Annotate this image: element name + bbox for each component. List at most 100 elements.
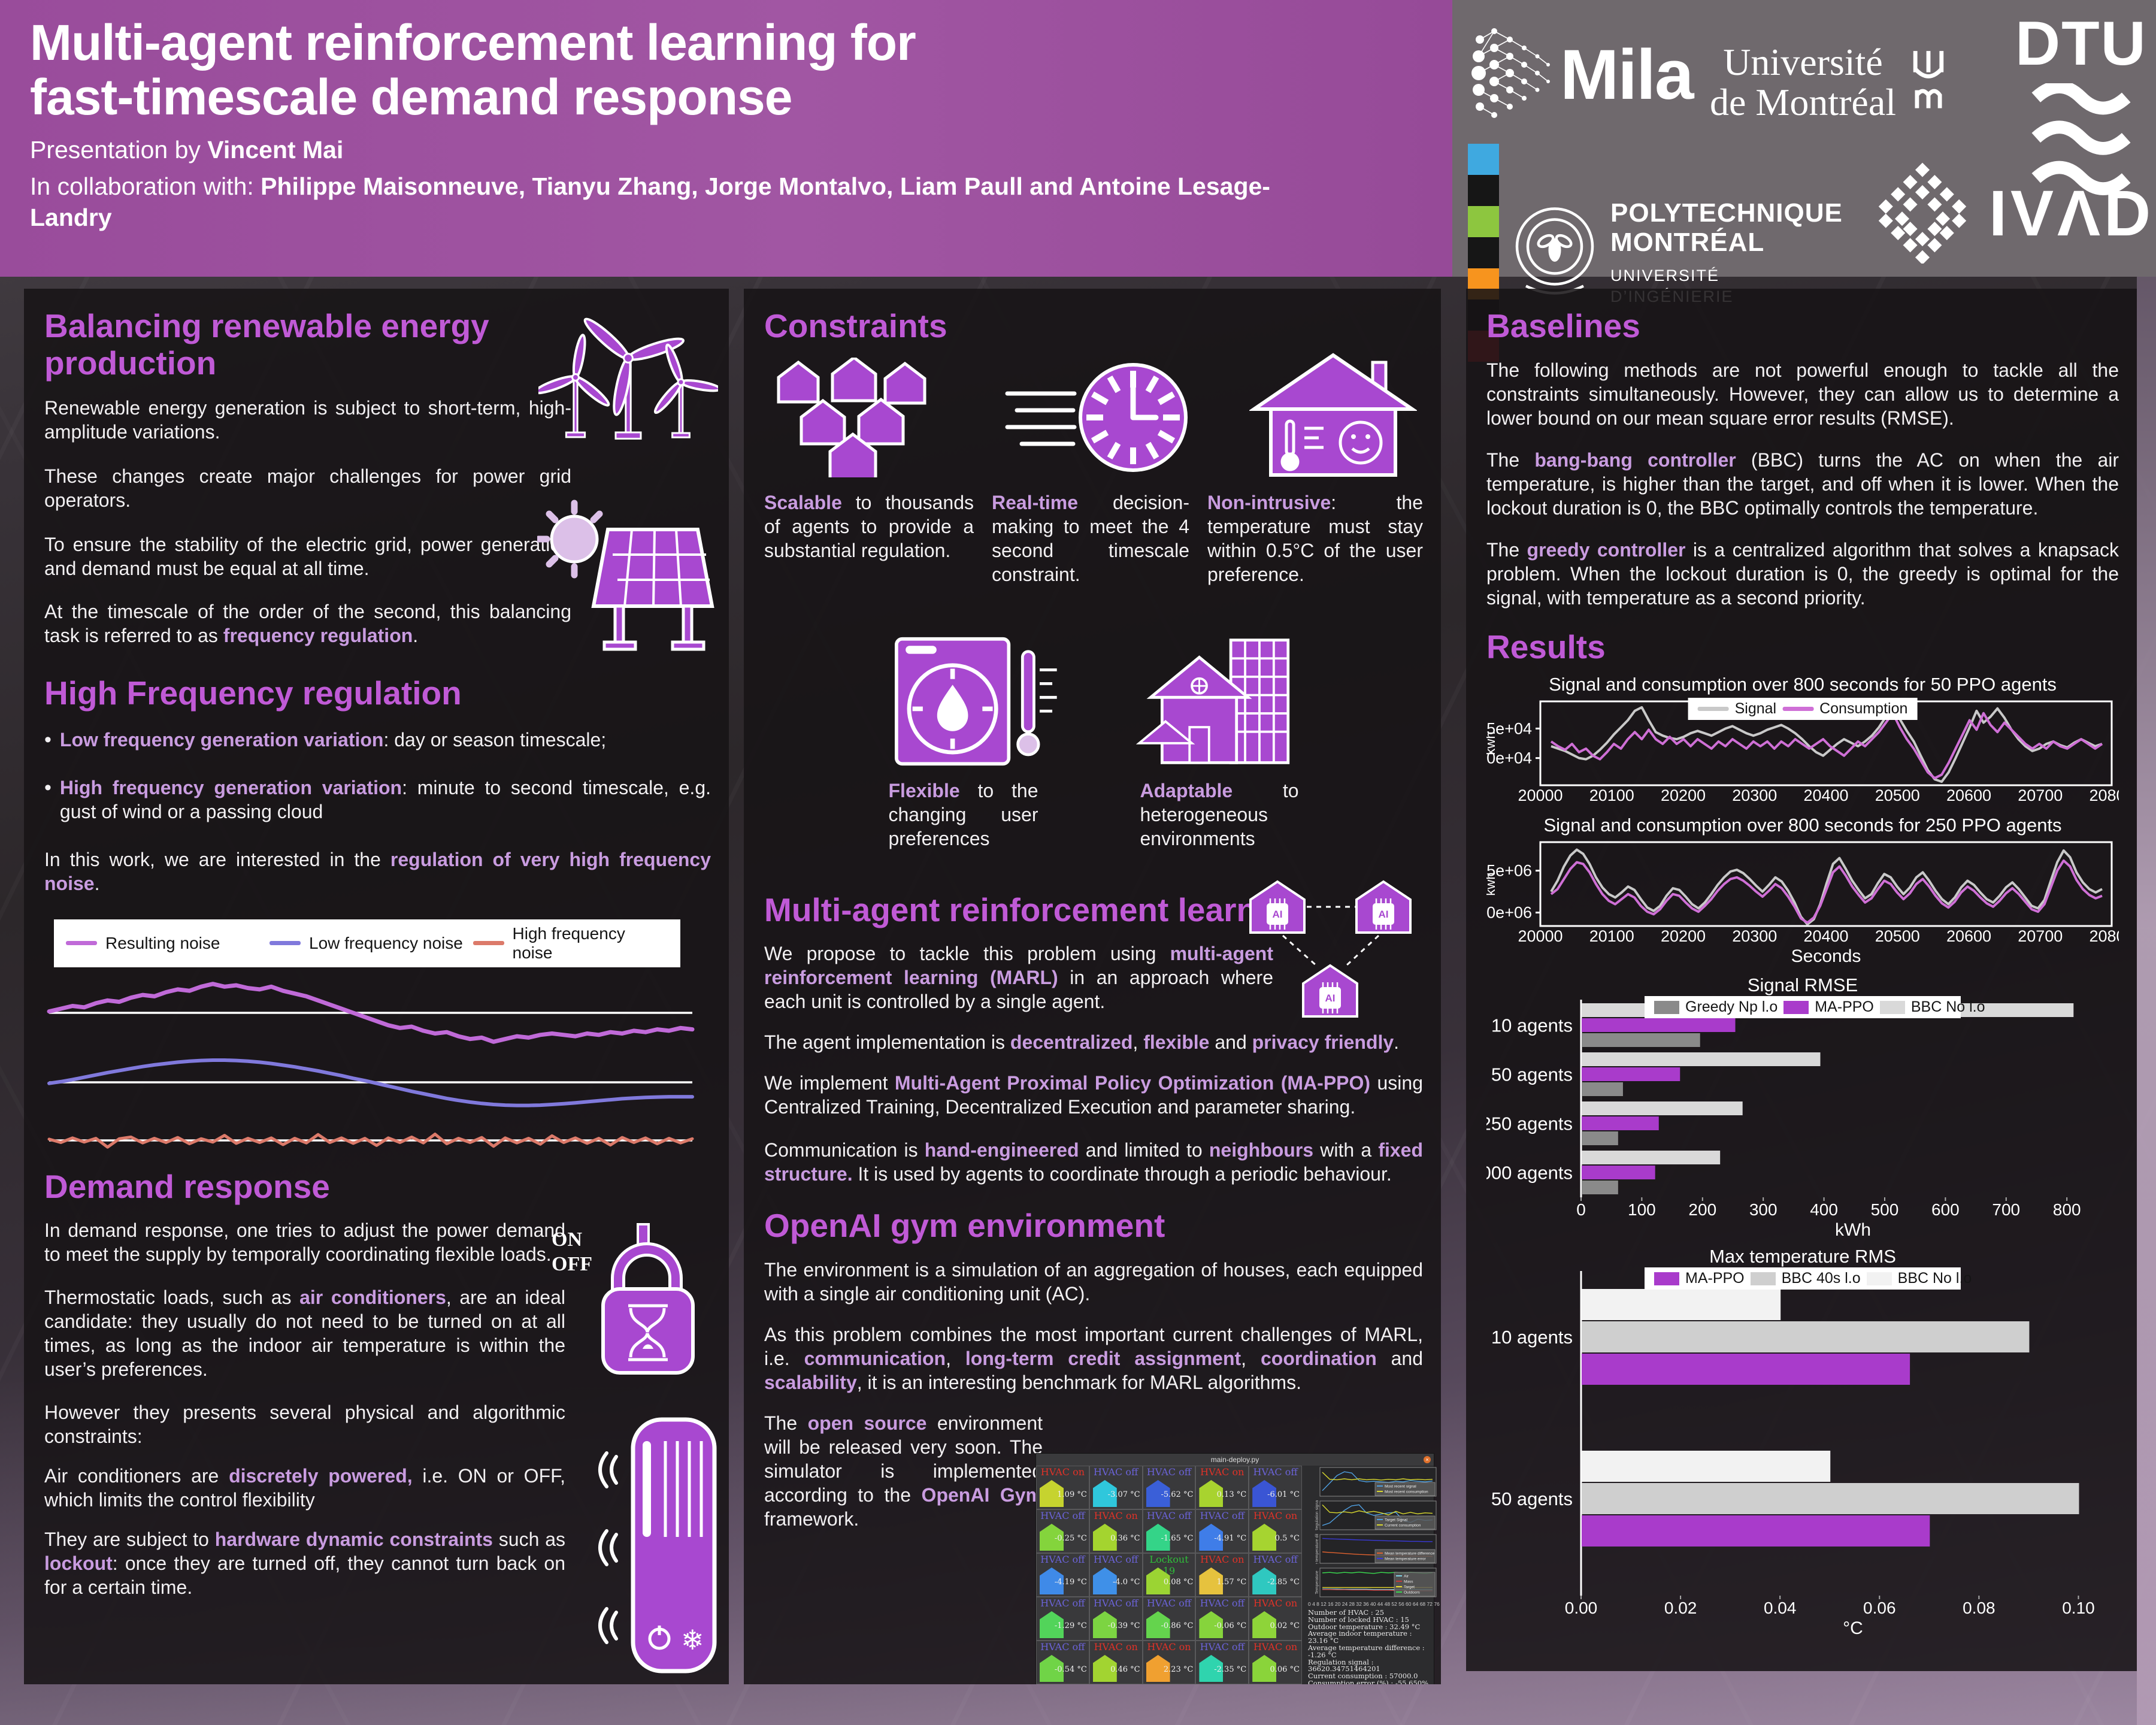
gym-house-cell: HVAC off -2.35 °C [1195,1641,1249,1684]
gym-house-cell: HVAC off -5.62 °C [1142,1466,1196,1509]
hvac-status: HVAC off [1040,1641,1085,1653]
house-temperature: 0.13 °C [1216,1490,1247,1499]
house-temperature: -0.54 °C [1054,1665,1087,1674]
maxtemp-svg: 10 agents 50 agents 0.00 0.02 0.04 0.06 0.08 0.… [1491,1271,2095,1638]
gym-window-close-button[interactable]: × [1424,1456,1431,1463]
Low frequency noise-swatch [270,941,301,946]
svg-text:20700: 20700 [2018,927,2063,945]
noise-chart-legend: Resulting noise Low frequency noise High f… [54,919,680,967]
collaborators-line: In collaboration with: Philippe Maisonne… [30,172,1270,231]
legend-label: Resulting noise [105,933,220,952]
hvac-status: HVAC off [1040,1597,1085,1609]
hvac-status: HVAC on [1094,1510,1138,1521]
legend-item: MA-PPO [1654,1270,1745,1287]
legend-item: Low frequency noise [270,934,465,953]
gym-house-cell: HVAC on 0.13 °C [1195,1466,1249,1509]
ac-unit-icon: ❄ [598,1417,717,1673]
gym-mini-plot: Average temperature difference Mean tempe… [1308,1520,1437,1578]
marl-p4: Communication is hand-engineered and lim… [764,1139,1424,1185]
svg-text:0.02: 0.02 [1664,1599,1697,1617]
section-title-marl: Multi-agent reinforcement learning [764,891,1306,928]
caption-adaptable: Adaptable to heterogeneous environments [1140,779,1299,849]
gym-house-cell: HVAC on 1.09 °C [1036,1466,1089,1509]
hvac-status: HVAC off [1200,1510,1244,1521]
svg-text:0.06: 0.06 [1863,1599,1896,1617]
hvac-status: HVAC on [1040,1466,1085,1478]
hvac-status: HVAC on [1253,1510,1298,1521]
legend-item: Consumption [1782,700,1907,718]
legend-item: MA-PPO [1783,998,1874,1016]
udem-mark-icon [1913,51,1944,108]
stripe-color-3 [1468,237,1499,268]
gym-house-cell: HVAC off -0.25 °C [1036,1509,1089,1553]
house-temperature: 0.06 °C [1270,1665,1300,1674]
logo-area: Mila Université de Montréal DTU [1452,0,2156,362]
legend-label: MA-PPO [1815,998,1874,1016]
svg-text:400: 400 [1810,1200,1838,1219]
house-temperature: 0.46 °C [1110,1665,1140,1674]
mila-network-icon [1471,28,1550,118]
svg-text:kwh: kwh [1486,732,1498,755]
legend-label: Signal [1734,700,1777,718]
svg-text:20200: 20200 [1661,927,1706,945]
gym-mini-plot: Most recent signal Most recent consumptio… [1308,1467,1437,1499]
legend-item: BBC No l.o [1879,998,1985,1016]
svg-text:Most recent consumption: Most recent consumption [1385,1490,1428,1494]
hf-bullet-2: • High frequency generation variation: mi… [44,776,711,822]
gym-house-cell: HVAC off -2.85 °C [1249,1553,1302,1597]
legend-label: BBC 40s l.o [1781,1270,1861,1287]
legend-label: Low frequency noise [309,933,463,952]
svg-text:700: 700 [1992,1200,2020,1219]
balancing-p1: Renewable energy generation is subject t… [44,397,571,443]
gym-plots-xticks: 0 4 8 12 16 20 24 28 32 36 40 44 48 52 5… [1308,1601,1441,1607]
legend-label: Greedy Np l.o [1685,998,1778,1016]
svg-text:20300: 20300 [1732,927,1777,945]
house-temperature: 1.09 °C [1057,1490,1087,1499]
legend-item: BBC No l.o [1866,1270,1972,1287]
house-temperature: 0.36 °C [1110,1534,1140,1543]
chart-50-title: Signal and consumption over 800 seconds … [1549,674,2057,695]
svg-text:20100: 20100 [1589,927,1634,945]
svg-text:1.0e+06: 1.0e+06 [1486,904,1532,922]
gym-house-cell: HVAC on 1.57 °C [1195,1553,1249,1597]
presenter-line: Presentation by Vincent Mai [30,136,344,164]
house-temperature: 0.02 °C [1270,1621,1300,1630]
scalable-houses-icon [777,357,926,477]
marl-p1: We propose to tackle this problem using … [764,943,1274,1013]
hvac-status: HVAC off [1146,1597,1192,1609]
house-temperature: -2.35 °C [1214,1665,1247,1674]
svg-text:50 agents: 50 agents [1491,1064,1573,1085]
chart-250-svg: 1.5e+061.0e+0620000201002020020300204002… [1473,841,2134,966]
svg-text:kWh: kWh [1835,1220,1871,1238]
gym-window-titlebar: main-deploy.py × [1036,1454,1434,1466]
house-temperature: 0.08 °C [1163,1578,1194,1587]
stripe-color-0 [1468,144,1499,175]
legend-item: BBC 40s l.o [1750,1270,1861,1287]
caption-scalable: Scalable to thousands of agents to provi… [764,491,974,561]
lockout-padlock-icon [601,1223,695,1375]
gym-mini-plot: Temperature Air Mass Target Outdoors [1308,1567,1437,1600]
hvac-status: HVAC off [1146,1510,1192,1521]
svg-text:20600: 20600 [1946,927,1991,945]
hvac-status: HVAC on [1253,1641,1298,1653]
gym-stat-line: Number of HVAC : 25 [1308,1608,1385,1617]
chart-50-agents: Signal and consumption over 800 seconds … [1473,674,2134,806]
gym-house-grid: HVAC on 1.09 °C HVAC off -3.07 °C HVAC off -5… [1036,1466,1302,1684]
svg-text:100: 100 [1628,1200,1656,1219]
svg-text:20500: 20500 [1875,786,1920,803]
poster-title: Multi-agent reinforcement learning for fa… [30,14,916,125]
svg-text:20200: 20200 [1661,786,1706,803]
hvac-status: HVAC off [1094,1597,1138,1609]
svg-text:800: 800 [2053,1200,2081,1219]
Greedy Np l.o-swatch [1654,1000,1679,1014]
gym-house-cell: HVAC on 0.5 °C [1249,1509,1302,1553]
ivado-logo: IVΛDO [1872,162,2156,264]
nonintrusive-house-icon [1249,352,1417,477]
section-title-gym: OpenAI gym environment [764,1207,1165,1245]
gym-house-cell: HVAC on 2.23 °C [1142,1641,1196,1684]
dr-p2: Thermostatic loads, such as air conditio… [44,1287,566,1381]
gym-house-cell: HVAC off -0.86 °C [1142,1597,1196,1641]
gym-house-cell: HVAC off -6.01 °C [1249,1466,1302,1509]
rmse-legend: Greedy Np l.o MA-PPO BBC No l.o [1645,996,1985,1019]
